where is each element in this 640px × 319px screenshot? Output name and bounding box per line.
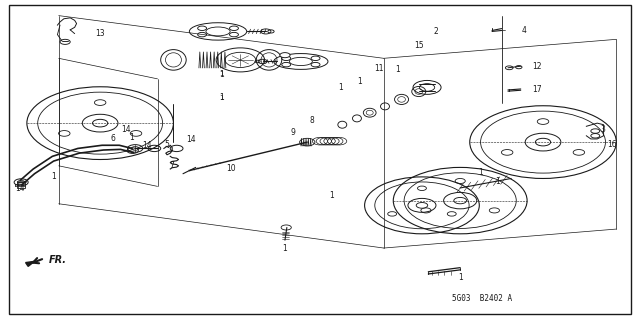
Text: 2: 2 (433, 27, 438, 36)
Text: 1: 1 (329, 191, 334, 200)
Bar (17, 182, 25, 188)
Text: 14: 14 (16, 184, 26, 193)
Text: 1: 1 (458, 273, 463, 282)
Text: 4: 4 (522, 26, 526, 35)
Text: 1: 1 (219, 70, 223, 78)
Text: 7: 7 (170, 161, 175, 170)
Text: 1: 1 (357, 77, 362, 85)
Text: 1: 1 (219, 71, 223, 77)
Text: 8: 8 (309, 116, 314, 125)
Text: 5: 5 (164, 140, 170, 149)
Polygon shape (26, 261, 35, 266)
Circle shape (93, 119, 108, 127)
Text: 1: 1 (495, 176, 500, 186)
Text: 1: 1 (130, 133, 134, 142)
Text: 1: 1 (283, 244, 287, 253)
Text: 9: 9 (291, 129, 296, 137)
Text: 11: 11 (374, 64, 384, 73)
Text: 1: 1 (396, 64, 400, 74)
Text: 15: 15 (415, 41, 424, 49)
Text: 1: 1 (339, 83, 344, 92)
Text: 1: 1 (219, 93, 223, 102)
Text: 1: 1 (51, 172, 56, 182)
Circle shape (280, 53, 290, 58)
Text: 16: 16 (607, 140, 617, 149)
Text: 13: 13 (95, 29, 105, 38)
Text: 17: 17 (532, 85, 541, 94)
Text: FR.: FR. (49, 255, 67, 265)
Text: 14: 14 (186, 135, 196, 144)
Text: 14: 14 (142, 141, 152, 150)
Text: 1: 1 (219, 95, 223, 101)
Circle shape (454, 197, 467, 204)
Text: 3: 3 (600, 125, 605, 134)
Circle shape (536, 138, 550, 146)
Text: 6: 6 (111, 134, 115, 144)
Text: 12: 12 (532, 62, 541, 71)
Text: 14: 14 (121, 125, 131, 134)
Text: 10: 10 (226, 164, 236, 173)
Text: 5G03  B2402 A: 5G03 B2402 A (452, 294, 513, 303)
Circle shape (416, 203, 428, 208)
Text: 1: 1 (478, 168, 483, 177)
